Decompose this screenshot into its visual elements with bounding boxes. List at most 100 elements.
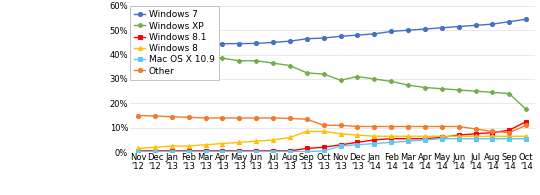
Mac OS X 10.9 [236,151,242,153]
Windows 8.1 [523,121,529,123]
Windows 8 [455,135,462,137]
Windows XP [388,80,394,83]
Other [422,125,428,128]
Windows 8.1 [354,141,361,144]
Windows 8.1 [320,146,327,148]
Windows 7 [152,41,158,43]
Windows 8.1 [152,150,158,152]
Windows 8.1 [405,137,411,140]
Windows 8.1 [270,150,276,152]
Windows 8 [168,145,175,147]
Windows XP [405,84,411,86]
Windows XP [168,53,175,56]
Windows 8 [135,147,141,150]
Windows 8 [287,136,293,139]
Mac OS X 10.9 [354,144,361,146]
Other [489,130,496,133]
Mac OS X 10.9 [506,137,512,140]
Other [236,117,242,119]
Other [287,117,293,120]
Other [455,125,462,128]
Windows 7 [472,24,479,27]
Windows 7 [287,40,293,42]
Windows 8.1 [438,136,445,139]
Line: Windows 8: Windows 8 [136,129,528,151]
Windows 7 [219,43,226,45]
Windows 8 [202,144,209,146]
Windows 8 [320,130,327,133]
Mac OS X 10.9 [168,151,175,153]
Windows 7 [168,42,175,44]
Windows 8 [405,135,411,137]
Other [506,131,512,134]
Other [253,117,259,119]
Windows 8.1 [472,133,479,135]
Mac OS X 10.9 [287,151,293,153]
Mac OS X 10.9 [253,151,259,153]
Windows 8.1 [422,137,428,140]
Windows XP [253,59,259,62]
Mac OS X 10.9 [202,151,209,153]
Windows XP [303,72,310,74]
Other [303,118,310,120]
Windows 8 [303,130,310,133]
Other [202,117,209,119]
Windows XP [354,75,361,78]
Windows 8.1 [202,150,209,152]
Line: Windows 8.1: Windows 8.1 [136,120,528,153]
Windows 8 [489,135,496,137]
Windows 8.1 [455,134,462,136]
Other [371,125,377,128]
Mac OS X 10.9 [270,151,276,153]
Mac OS X 10.9 [455,137,462,140]
Windows 7 [270,41,276,44]
Windows 8 [338,133,344,135]
Windows 8 [371,135,377,137]
Windows 8 [236,141,242,144]
Mac OS X 10.9 [303,151,310,153]
Mac OS X 10.9 [438,137,445,140]
Windows XP [489,91,496,94]
Mac OS X 10.9 [185,151,192,153]
Windows 8 [152,146,158,148]
Legend: Windows 7, Windows XP, Windows 8.1, Windows 8, Mac OS X 10.9, Other: Windows 7, Windows XP, Windows 8.1, Wind… [130,6,219,80]
Mac OS X 10.9 [219,151,226,153]
Windows XP [506,92,512,95]
Windows 8 [422,135,428,137]
Windows 8.1 [506,129,512,131]
Other [523,124,529,127]
Windows 7 [523,18,529,20]
Mac OS X 10.9 [405,140,411,142]
Other [219,117,226,119]
Windows 8 [219,142,226,145]
Windows 8 [506,135,512,137]
Other [338,124,344,127]
Line: Windows 7: Windows 7 [136,17,528,46]
Windows 8 [388,135,394,137]
Windows XP [472,90,479,92]
Mac OS X 10.9 [472,137,479,140]
Windows 7 [253,42,259,44]
Windows 8 [354,134,361,136]
Other [472,128,479,130]
Windows 8.1 [371,139,377,141]
Windows 7 [202,42,209,44]
Mac OS X 10.9 [371,142,377,145]
Mac OS X 10.9 [523,137,529,140]
Windows 7 [354,34,361,36]
Windows 7 [303,38,310,40]
Windows 7 [135,40,141,42]
Windows 7 [455,25,462,28]
Windows XP [371,78,377,80]
Other [354,125,361,128]
Windows 8.1 [338,144,344,146]
Windows 8.1 [185,150,192,152]
Other [270,117,276,119]
Windows XP [152,52,158,55]
Windows 7 [338,35,344,37]
Windows XP [135,51,141,53]
Windows 7 [422,28,428,30]
Windows XP [422,86,428,89]
Windows 8.1 [219,150,226,152]
Other [185,116,192,118]
